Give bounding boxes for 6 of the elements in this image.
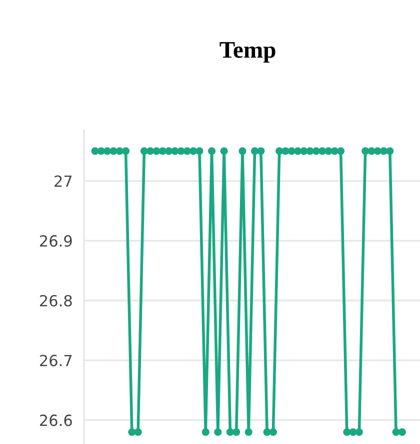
chart-title: Temp — [220, 42, 276, 63]
y-tick-label: 27 — [54, 175, 72, 187]
y-tick-label: 26.7 — [40, 354, 72, 366]
y-tick-label: 26.6 — [40, 414, 72, 426]
y-tick-label: 26.8 — [40, 294, 72, 307]
y-tick-label: 26.9 — [40, 235, 72, 247]
